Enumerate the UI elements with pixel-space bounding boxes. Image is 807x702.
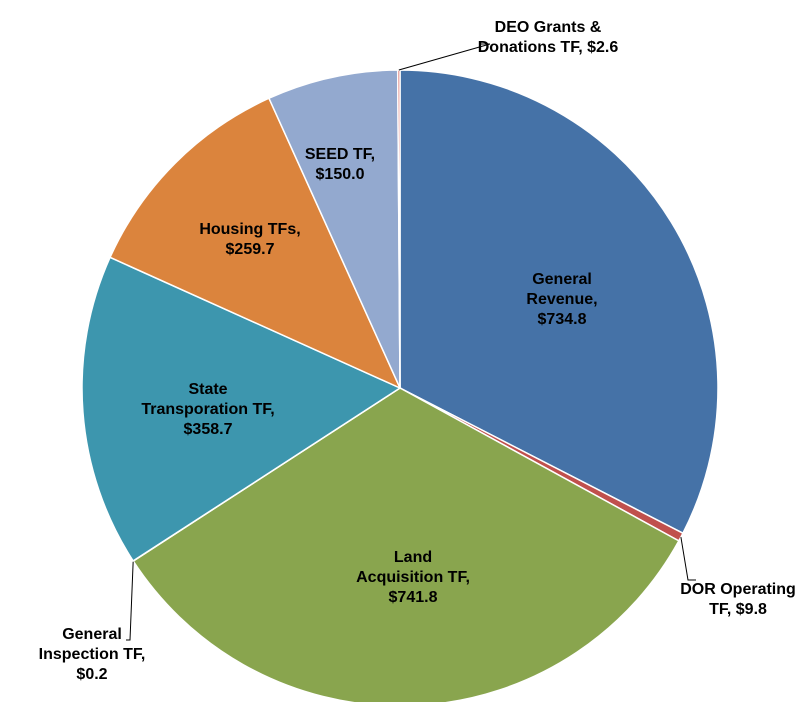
value-label: $150.0 bbox=[315, 166, 365, 183]
slice-label: SEED TF, $150.0 bbox=[293, 145, 388, 185]
category-label: DEO Grants & Donations TF, bbox=[477, 19, 602, 56]
pie-slice bbox=[109, 97, 402, 390]
value-label: $358.7 bbox=[183, 421, 233, 438]
pie-slice bbox=[267, 69, 401, 389]
slice-label: State Transporation TF, $358.7 bbox=[138, 380, 278, 440]
leader-line bbox=[398, 43, 491, 71]
pie-slice bbox=[399, 69, 719, 535]
slice-label: DOR Operating TF, $9.8 bbox=[678, 580, 798, 620]
category-label: Housing TFs, bbox=[199, 221, 301, 238]
slice-label: Housing TFs, $259.7 bbox=[175, 220, 325, 260]
category-label: SEED TF, bbox=[304, 146, 376, 163]
slice-label: DEO Grants & Donations TF, $2.6 bbox=[463, 18, 633, 58]
pie-slice bbox=[81, 256, 402, 562]
category-label: General Inspection TF, bbox=[38, 626, 146, 663]
category-label: State Transporation TF, bbox=[141, 381, 275, 418]
slice-label: General Revenue, $734.8 bbox=[507, 270, 617, 330]
value-label: $734.8 bbox=[537, 311, 587, 328]
leader-line bbox=[126, 560, 134, 641]
category-label: General Revenue, bbox=[526, 271, 598, 308]
value-label: $0.2 bbox=[76, 666, 108, 683]
leader-line bbox=[680, 536, 696, 581]
slice-label: General Inspection TF, $0.2 bbox=[27, 625, 157, 685]
value-label: $2.6 bbox=[587, 39, 619, 56]
pie-slice bbox=[132, 387, 680, 702]
value-label: $741.8 bbox=[388, 589, 438, 606]
slice-label: Land Acquisition TF, $741.8 bbox=[353, 548, 473, 608]
category-label: DOR Operating TF, bbox=[680, 581, 796, 618]
value-label: $9.8 bbox=[735, 601, 767, 618]
value-label: $259.7 bbox=[225, 241, 275, 258]
category-label: Land Acquisition TF, bbox=[356, 549, 470, 586]
